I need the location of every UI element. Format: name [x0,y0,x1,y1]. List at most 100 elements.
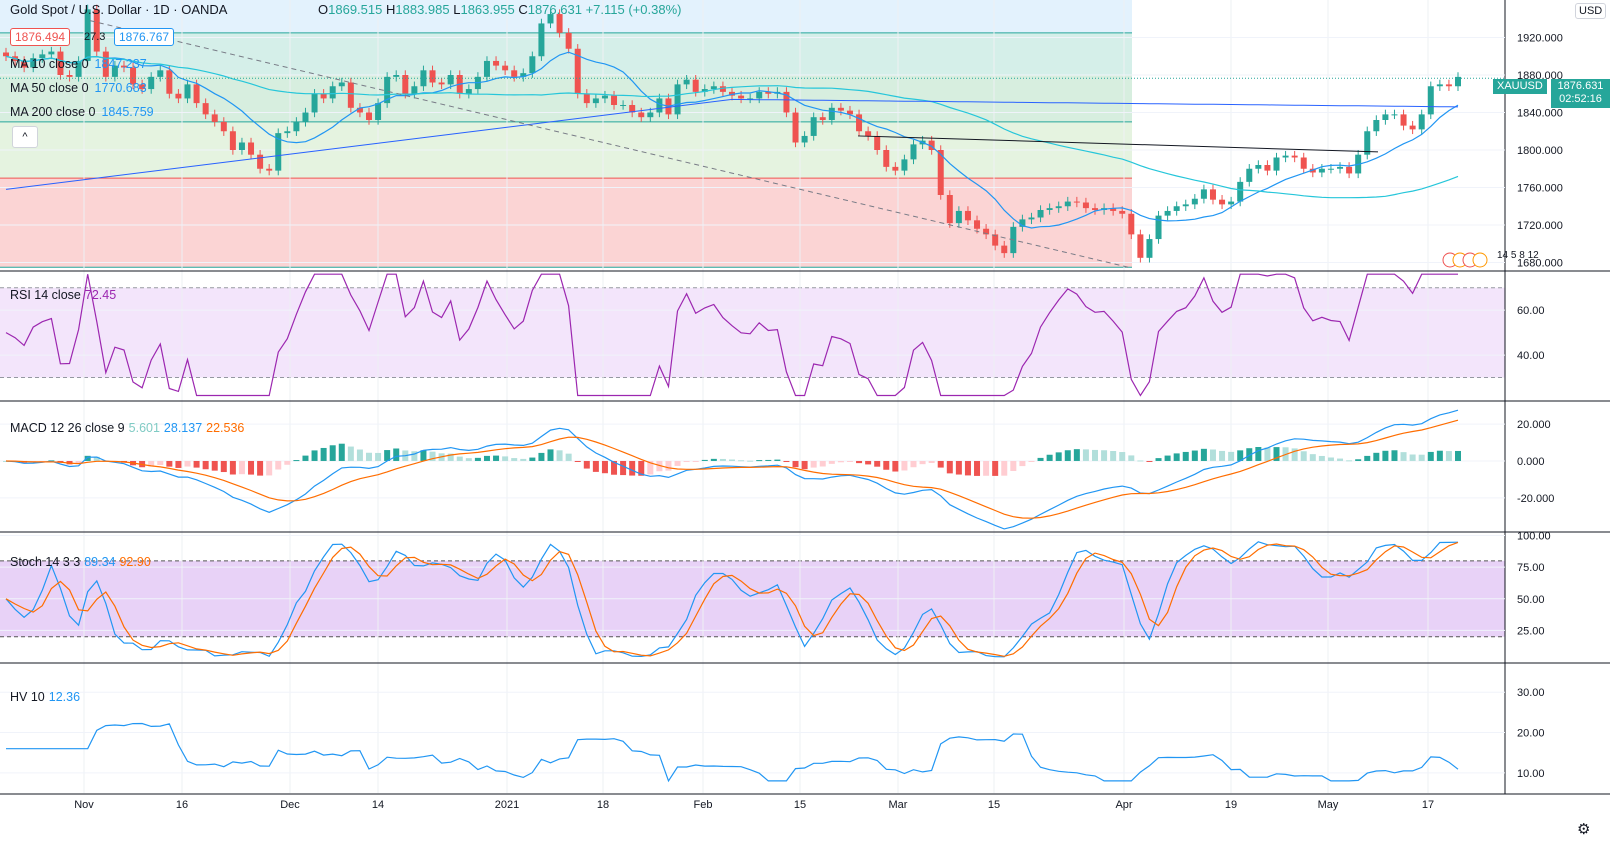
macd-histogram-bar [1418,454,1425,461]
stoch-tick-label: 50.00 [1517,594,1545,606]
candle-body [620,105,627,106]
candle-body [1455,76,1461,87]
candle-body [438,82,445,85]
candle-body [329,86,336,99]
low-value: 1863.955 [460,2,515,17]
candle-body [511,70,518,77]
candle-body [856,114,863,132]
macd-histogram-bar [1219,450,1226,461]
candle-body [710,86,717,90]
macd-histogram-bar [1209,449,1216,461]
macd-histogram-bar [229,460,236,475]
macd-histogram-bar [747,460,754,462]
candle-body [846,110,853,115]
macd-histogram-bar [257,460,264,476]
collapse-legend-button[interactable]: ^ [12,126,38,148]
macd-signal-line [5,419,1459,519]
macd-histogram-bar [1309,454,1316,461]
currency-label[interactable]: USD [1575,3,1607,19]
candle-body [502,65,509,71]
candle-body [1092,208,1098,210]
ma200-line [5,98,1459,190]
ma50-legend[interactable]: MA 50 close 0 1770.683 [10,81,147,95]
candle-body [1427,86,1434,115]
hv-legend[interactable]: HV 10 12.36 [10,690,80,704]
macd-histogram-bar [910,460,917,468]
candle-body [928,140,935,150]
candle-body [366,112,372,120]
macd-histogram-bar [955,460,962,475]
candle-body [1119,210,1126,214]
candle-body [347,82,354,108]
macd-histogram-bar [1291,448,1298,461]
macd-histogram-bar [1327,457,1334,461]
candle-body [39,54,46,59]
x-tick-label: Apr [1115,799,1132,811]
macd-histogram-bar [819,460,826,467]
macd-histogram-bar [220,460,227,473]
candle-body [148,76,155,90]
hv-line [6,722,1459,783]
candle-body [211,114,218,122]
rsi-legend[interactable]: RSI 14 close 72.45 [10,288,116,302]
candle-body [1237,181,1244,202]
settings-gear-icon[interactable]: ⚙ [1577,821,1591,838]
macd-histogram-bar [828,460,835,464]
macd-histogram-bar [774,459,781,461]
candle-body [1337,166,1344,169]
stoch-k-line [5,541,1459,658]
ask-button[interactable]: 1876.767 [114,28,175,46]
macd-legend[interactable]: MACD 12 26 close 9 5.601 28.137 22.536 [10,421,244,435]
macd-histogram-bar [1010,460,1017,471]
candle-body [783,91,790,113]
candle-body [992,234,999,246]
change-value: +7.115 (+0.38%) [585,2,682,17]
macd-histogram-bar [329,445,336,461]
macd-histogram-bar [846,460,853,462]
macd-histogram-bar [1155,458,1162,461]
candle-body [1373,120,1380,132]
candle-body [48,51,55,55]
macd-histogram-bar [638,460,645,476]
candle-body [765,91,772,94]
macd-histogram-bar [1110,451,1117,461]
price-tick-label: 1680.000 [1517,258,1563,270]
macd-histogram-bar [1037,457,1044,461]
ma200-value: 1845.759 [101,105,154,119]
candle-body [901,159,908,171]
candle-body [883,150,890,167]
candle-body [157,70,164,77]
macd-histogram-bar [1028,460,1035,462]
candle-body [611,95,618,105]
rsi-tick-label: 40.00 [1517,350,1545,362]
bid-button[interactable]: 1876.494 [10,28,71,46]
stoch-legend[interactable]: Stoch 14 3 3 89.34 92.90 [10,555,151,569]
macd-histogram-bar [1391,450,1398,461]
candle-body [175,93,182,99]
macd-histogram-bar [1173,453,1180,461]
candle-body [556,14,563,33]
macd-histogram-bar [420,450,427,461]
macd-histogram-bar [493,455,500,461]
ma50-value: 1770.683 [94,81,147,95]
symbol-title[interactable]: Gold Spot / U.S. Dollar · 1D · OANDA [10,2,228,17]
macd-histogram-bar [384,450,391,461]
macd-histogram-bar [783,460,790,463]
macd-histogram-bar [601,460,608,474]
candle-body [892,166,899,171]
macd-histogram-bar [1046,454,1053,461]
x-tick-label: 14 [372,799,384,811]
candle-body [592,98,599,104]
macd-histogram-bar [792,460,799,468]
macd-histogram-bar [928,460,935,464]
candle-body [1064,201,1071,207]
candle-body [1200,189,1207,199]
ma10-legend[interactable]: MA 10 close 0 1847.237 [10,57,147,71]
ma200-legend[interactable]: MA 200 close 0 1845.759 [10,105,154,119]
resistance-trendline [857,135,1379,153]
candle-body [483,60,490,77]
candle-body [910,144,917,160]
macd-histogram-bar [1318,455,1325,461]
macd-histogram-bar [275,460,282,470]
